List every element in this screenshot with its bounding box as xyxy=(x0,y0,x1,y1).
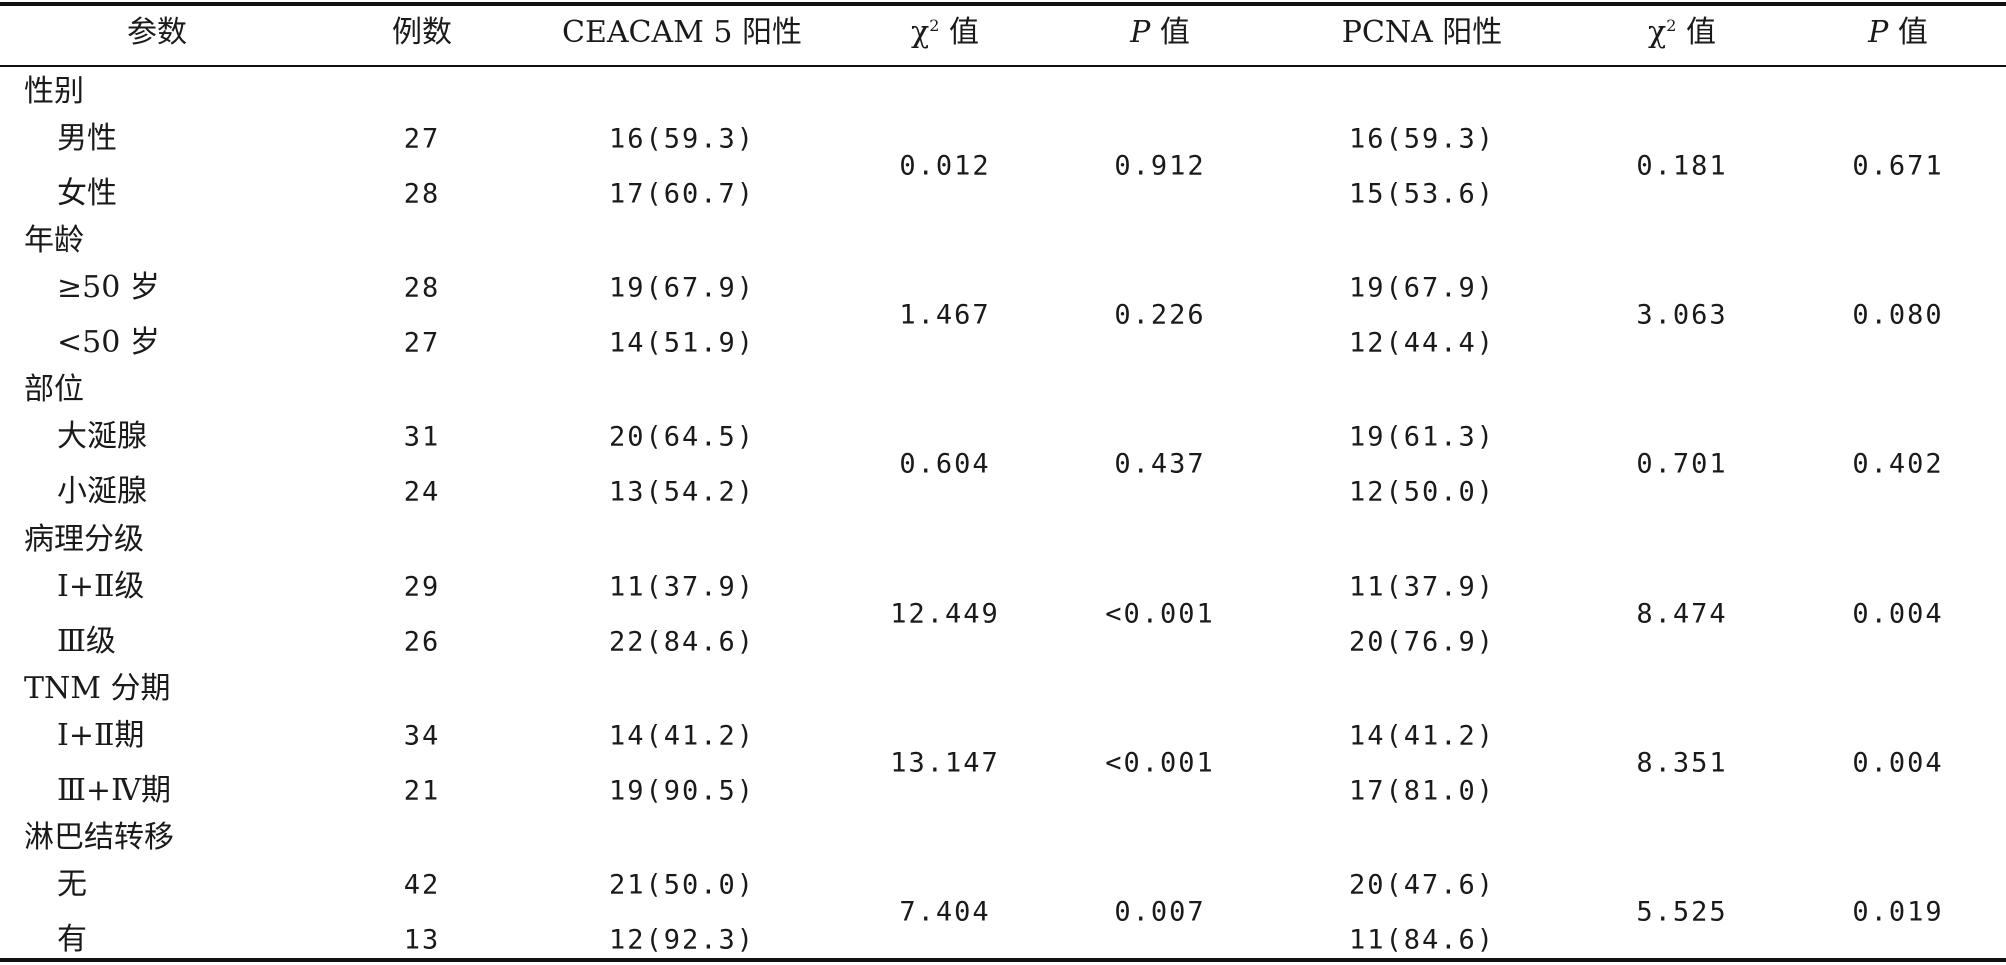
row-ceacam5-positive: 16(59.3) xyxy=(608,123,756,155)
row-count: 29 xyxy=(403,571,441,603)
row-count: 24 xyxy=(403,476,441,508)
chi-square-ceacam-value: 0.604 xyxy=(899,448,991,480)
p-pcna-value: 0.004 xyxy=(1852,598,1944,630)
row-name: 大涎腺 xyxy=(57,419,147,454)
row-count: 26 xyxy=(403,626,441,658)
row-pcna-positive: 12(44.4) xyxy=(1348,327,1496,359)
table-header-rule xyxy=(0,65,2006,67)
row-pcna-positive: 14(41.2) xyxy=(1348,720,1496,752)
chi-square-ceacam-value: 7.404 xyxy=(899,896,991,928)
header-pcna-positive: PCNA 阳性 xyxy=(1341,15,1503,50)
group-label: 年龄 xyxy=(24,223,84,258)
header-chi-square-ceacam: χ2 值 xyxy=(911,15,979,50)
p-pcna-value: 0.671 xyxy=(1852,150,1944,182)
group-label: 病理分级 xyxy=(24,522,144,557)
p-ceacam-value: <0.001 xyxy=(1105,598,1215,630)
row-name: Ⅰ+Ⅱ期 xyxy=(57,718,145,753)
row-count: 42 xyxy=(403,869,441,901)
chi-square-pcna-value: 0.701 xyxy=(1636,448,1728,480)
chi-square-pcna-value: 8.474 xyxy=(1636,598,1728,630)
p-ceacam-value: 0.912 xyxy=(1114,150,1206,182)
row-pcna-positive: 20(47.6) xyxy=(1348,869,1496,901)
p-ceacam-value: 0.007 xyxy=(1114,896,1206,928)
row-pcna-positive: 20(76.9) xyxy=(1348,626,1496,658)
row-count: 21 xyxy=(403,775,441,807)
row-count: 28 xyxy=(403,178,441,210)
group-label: 淋巴结转移 xyxy=(24,820,174,855)
p-pcna-value: 0.080 xyxy=(1852,299,1944,331)
row-pcna-positive: 11(37.9) xyxy=(1348,571,1496,603)
row-name: ≥50 岁 xyxy=(57,270,160,305)
row-ceacam5-positive: 19(67.9) xyxy=(608,272,756,304)
p-ceacam-value: 0.226 xyxy=(1114,299,1206,331)
chi-square-ceacam-value: 1.467 xyxy=(899,299,991,331)
header-count: 例数 xyxy=(392,15,452,50)
row-pcna-positive: 12(50.0) xyxy=(1348,476,1496,508)
row-name: Ⅲ+Ⅳ期 xyxy=(57,773,172,808)
p-pcna-value: 0.402 xyxy=(1852,448,1944,480)
row-name: Ⅲ级 xyxy=(57,624,116,659)
p-pcna-value: 0.004 xyxy=(1852,747,1944,779)
row-pcna-positive: 15(53.6) xyxy=(1348,178,1496,210)
row-ceacam5-positive: 11(37.9) xyxy=(608,571,756,603)
row-ceacam5-positive: 12(92.3) xyxy=(608,924,756,956)
chi-square-ceacam-value: 0.012 xyxy=(899,150,991,182)
header-p-ceacam: P 值 xyxy=(1130,15,1190,50)
row-ceacam5-positive: 14(51.9) xyxy=(608,327,756,359)
group-label: 部位 xyxy=(24,372,84,407)
row-count: 27 xyxy=(403,123,441,155)
row-pcna-positive: 19(67.9) xyxy=(1348,272,1496,304)
row-name: Ⅰ+Ⅱ级 xyxy=(57,569,145,604)
row-ceacam5-positive: 19(90.5) xyxy=(608,775,756,807)
row-ceacam5-positive: 22(84.6) xyxy=(608,626,756,658)
row-pcna-positive: 17(81.0) xyxy=(1348,775,1496,807)
row-name: <50 岁 xyxy=(57,325,160,360)
chi-square-pcna-value: 3.063 xyxy=(1636,299,1728,331)
row-count: 31 xyxy=(403,421,441,453)
header-chi-square-pcna: χ2 值 xyxy=(1648,15,1716,50)
row-name: 有 xyxy=(57,922,87,957)
row-ceacam5-positive: 21(50.0) xyxy=(608,869,756,901)
chi-square-ceacam-value: 13.147 xyxy=(890,747,1000,779)
chi-square-ceacam-value: 12.449 xyxy=(890,598,1000,630)
row-pcna-positive: 11(84.6) xyxy=(1348,924,1496,956)
row-ceacam5-positive: 13(54.2) xyxy=(608,476,756,508)
row-count: 13 xyxy=(403,924,441,956)
row-count: 28 xyxy=(403,272,441,304)
p-ceacam-value: <0.001 xyxy=(1105,747,1215,779)
row-ceacam5-positive: 20(64.5) xyxy=(608,421,756,453)
p-pcna-value: 0.019 xyxy=(1852,896,1944,928)
row-ceacam5-positive: 17(60.7) xyxy=(608,178,756,210)
chi-square-pcna-value: 8.351 xyxy=(1636,747,1728,779)
chi-square-pcna-value: 5.525 xyxy=(1636,896,1728,928)
header-ceacam5-positive: CEACAM 5 阳性 xyxy=(561,15,803,50)
header-param: 参数 xyxy=(127,15,187,50)
row-name: 小涎腺 xyxy=(57,474,147,509)
p-ceacam-value: 0.437 xyxy=(1114,448,1206,480)
row-name: 男性 xyxy=(57,121,117,156)
row-name: 女性 xyxy=(57,176,117,211)
group-label: 性别 xyxy=(24,74,84,109)
row-pcna-positive: 19(61.3) xyxy=(1348,421,1496,453)
table-top-rule xyxy=(0,2,2006,6)
row-pcna-positive: 16(59.3) xyxy=(1348,123,1496,155)
row-ceacam5-positive: 14(41.2) xyxy=(608,720,756,752)
header-p-pcna: P 值 xyxy=(1868,15,1928,50)
group-label: TNM 分期 xyxy=(24,671,171,706)
row-count: 34 xyxy=(403,720,441,752)
row-count: 27 xyxy=(403,327,441,359)
row-name: 无 xyxy=(57,867,87,902)
table-bottom-rule xyxy=(0,958,2006,962)
chi-square-pcna-value: 0.181 xyxy=(1636,150,1728,182)
